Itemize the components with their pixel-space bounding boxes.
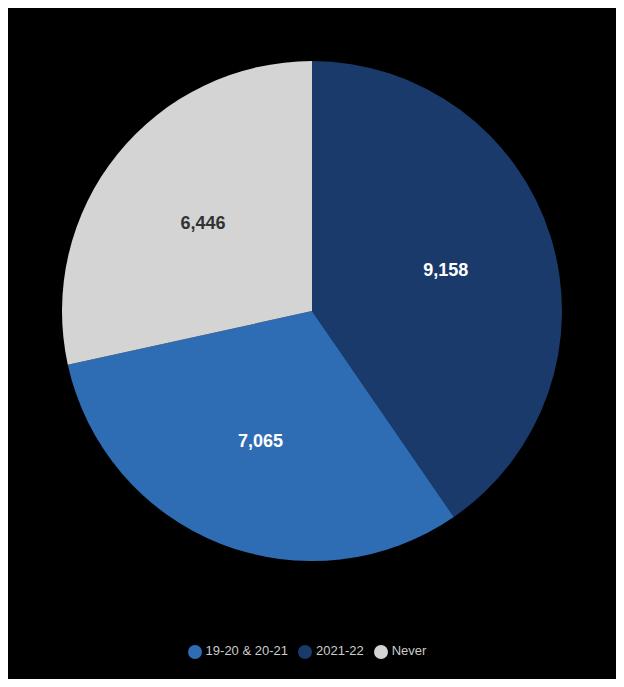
html-text:Never: Never (391, 643, 427, 659)
svg-text:6,446: 6,446 (180, 213, 225, 233)
svg-text:7,065: 7,065 (238, 431, 283, 451)
html-text:2021-22: 2021-22 (316, 643, 364, 659)
html-text:19-20 & 20-21: 19-20 & 20-21 (205, 643, 288, 659)
svg-text:9,158: 9,158 (423, 260, 468, 280)
